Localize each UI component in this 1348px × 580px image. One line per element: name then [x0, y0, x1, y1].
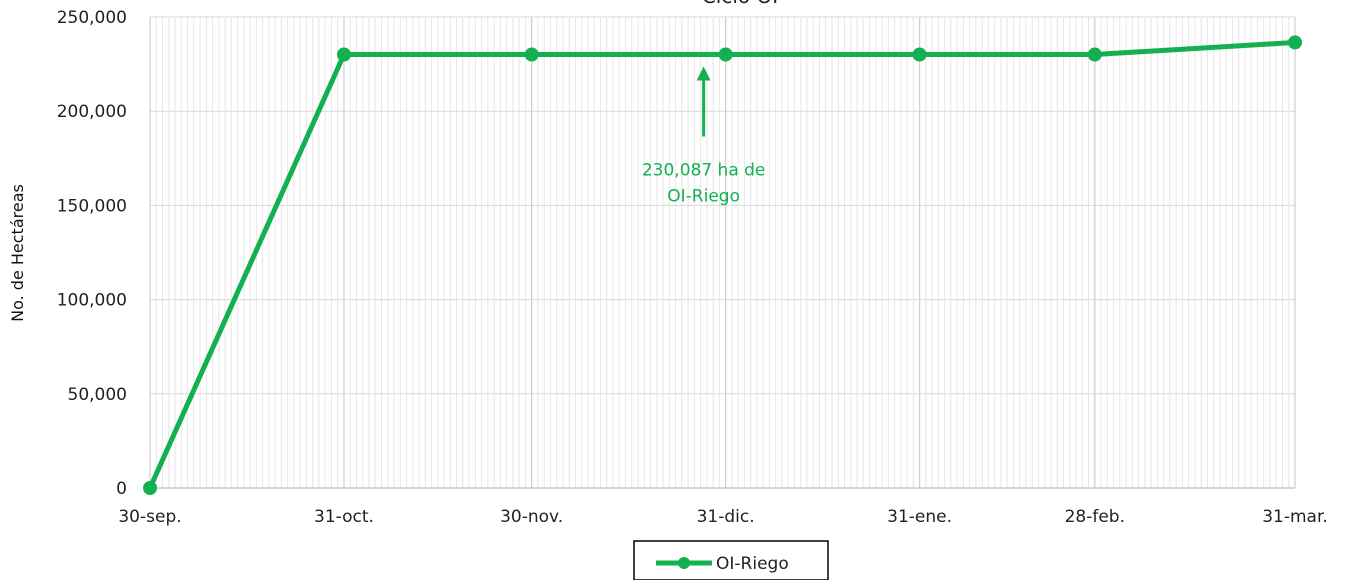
major-gridlines — [149, 16, 1296, 489]
annotation-text: 230,087 ha de — [642, 161, 766, 181]
y-axis-label: No. de Hectáreas — [8, 184, 27, 322]
data-point — [336, 47, 351, 62]
x-axis-ticks: 30-sep. 31-oct. 30-nov. 31-dic. 31-ene. 28-fe… — [118, 507, 1327, 527]
y-tick-label: 200,000 — [57, 102, 127, 122]
y-tick-label: 50,000 — [68, 385, 127, 405]
data-point — [718, 47, 733, 62]
x-tick-label: 31-dic. — [697, 507, 755, 527]
data-point — [143, 481, 157, 495]
annotation: 230,087 ha de OI-Riego — [642, 66, 766, 207]
y-tick-label: 100,000 — [57, 291, 127, 311]
x-tick-label: 30-nov. — [500, 507, 563, 527]
data-point — [524, 47, 539, 62]
legend-label: OI-Riego — [716, 554, 789, 574]
y-axis-ticks: 0 50,000 100,000 150,000 200,000 250,000 — [57, 8, 127, 499]
x-tick-label: 31-oct. — [314, 507, 374, 527]
y-tick-label: 0 — [116, 479, 127, 499]
chart-title: Ciclo OI — [702, 0, 778, 8]
series-line-oi-riego — [147, 39, 1298, 491]
series-layer — [143, 35, 1302, 495]
x-tick-label: 28-feb. — [1065, 507, 1125, 527]
legend: OI-Riego — [633, 540, 829, 580]
annotation-text: OI-Riego — [667, 187, 740, 207]
x-tick-label: 31-ene. — [887, 507, 952, 527]
y-tick-label: 250,000 — [57, 8, 127, 28]
x-tick-label: 30-sep. — [118, 507, 181, 527]
y-tick-label: 150,000 — [57, 196, 127, 216]
x-tick-label: 31-mar. — [1262, 507, 1328, 527]
data-point — [912, 47, 927, 62]
arrow-up-icon — [696, 66, 711, 81]
data-point — [1288, 35, 1302, 50]
data-point — [1087, 47, 1102, 62]
legend-marker-icon — [678, 557, 690, 569]
minor-gridlines — [149, 17, 1296, 488]
